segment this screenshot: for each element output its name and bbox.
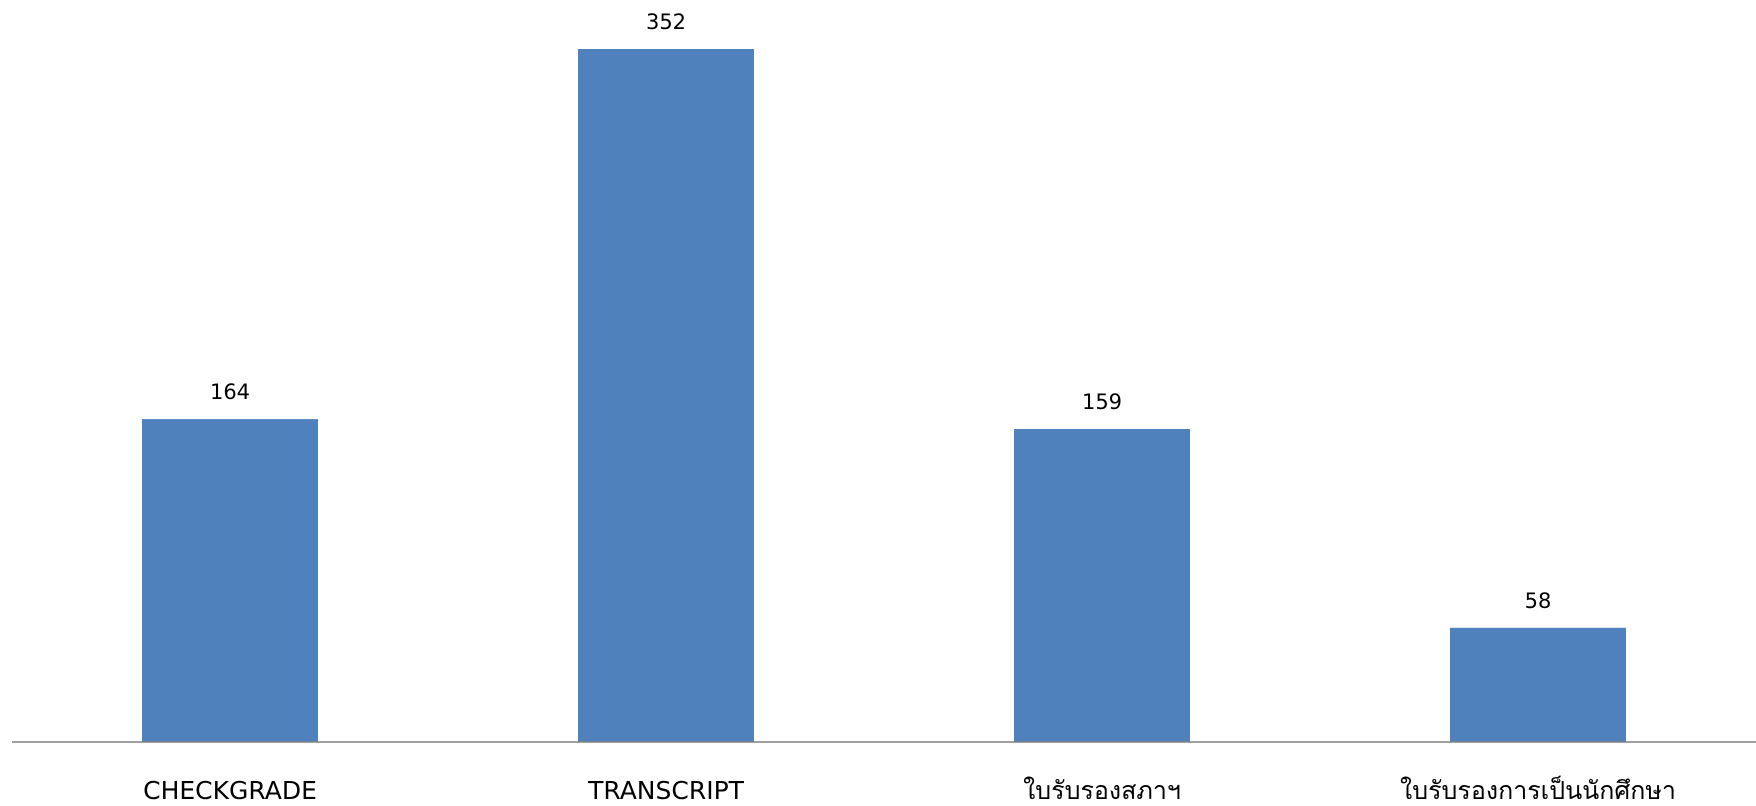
bar-2 (578, 49, 754, 742)
x-tick-label-2: TRANSCRIPT (587, 776, 745, 805)
bars-layer (142, 49, 1626, 742)
bar-4 (1450, 627, 1626, 742)
bar-3 (1014, 429, 1190, 742)
data-label-1: 164 (210, 380, 250, 404)
value-labels-layer: 164 352 159 58 (210, 10, 1551, 613)
bar-1 (142, 419, 318, 742)
data-label-4: 58 (1525, 589, 1552, 613)
x-tick-label-3: ใบรับรองสภาฯ (1023, 776, 1181, 805)
data-label-2: 352 (646, 10, 686, 34)
data-label-3: 159 (1082, 390, 1122, 414)
x-tick-label-4: ใบรับรองการเป็นนักศึกษา (1400, 775, 1676, 805)
category-labels-layer: CHECKGRADE TRANSCRIPT ใบรับรองสภาฯ ใบรับรอง… (143, 775, 1676, 805)
x-tick-label-1: CHECKGRADE (143, 776, 317, 805)
